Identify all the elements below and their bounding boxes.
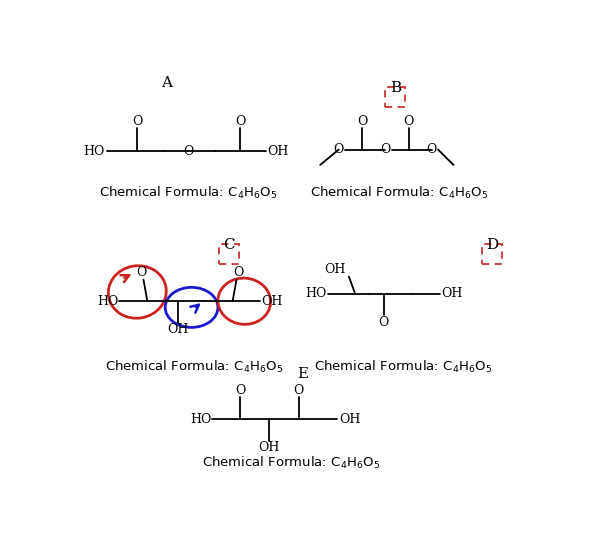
Text: O: O [293,384,304,397]
Text: OH: OH [339,413,360,425]
Text: HO: HO [191,413,212,425]
Text: O: O [132,115,143,128]
Text: OH: OH [168,323,189,336]
Text: Chemical Formula: $\mathregular{C_4H_6O_5}$: Chemical Formula: $\mathregular{C_4H_6O_… [314,358,492,375]
Text: O: O [136,266,146,279]
Text: OH: OH [258,441,280,454]
Text: HO: HO [305,287,326,300]
Text: O: O [183,144,194,158]
Text: OH: OH [267,144,289,158]
Text: O: O [379,316,389,328]
Text: E: E [297,367,308,382]
Text: HO: HO [97,295,119,307]
Text: HO: HO [83,144,105,158]
Text: O: O [333,143,344,156]
Text: O: O [235,384,245,397]
Text: O: O [234,266,244,279]
Text: A: A [161,76,172,90]
Text: O: O [235,115,245,128]
Text: C: C [223,238,235,252]
Text: B: B [390,81,401,95]
Text: OH: OH [441,287,463,300]
Text: O: O [380,143,391,156]
Text: Chemical Formula: $\mathregular{C_4H_6O_5}$: Chemical Formula: $\mathregular{C_4H_6O_… [99,185,277,201]
Text: D: D [486,238,499,252]
Text: Chemical Formula: $\mathregular{C_4H_6O_5}$: Chemical Formula: $\mathregular{C_4H_6O_… [105,358,283,375]
Text: Chemical Formula: $\mathregular{C_4H_6O_5}$: Chemical Formula: $\mathregular{C_4H_6O_… [202,455,380,471]
Text: OH: OH [261,295,283,307]
Text: OH: OH [324,263,346,276]
Text: O: O [427,143,437,156]
Text: O: O [357,115,367,128]
Text: O: O [404,115,414,128]
Text: Chemical Formula: $\mathregular{C_4H_6O_5}$: Chemical Formula: $\mathregular{C_4H_6O_… [310,185,489,201]
